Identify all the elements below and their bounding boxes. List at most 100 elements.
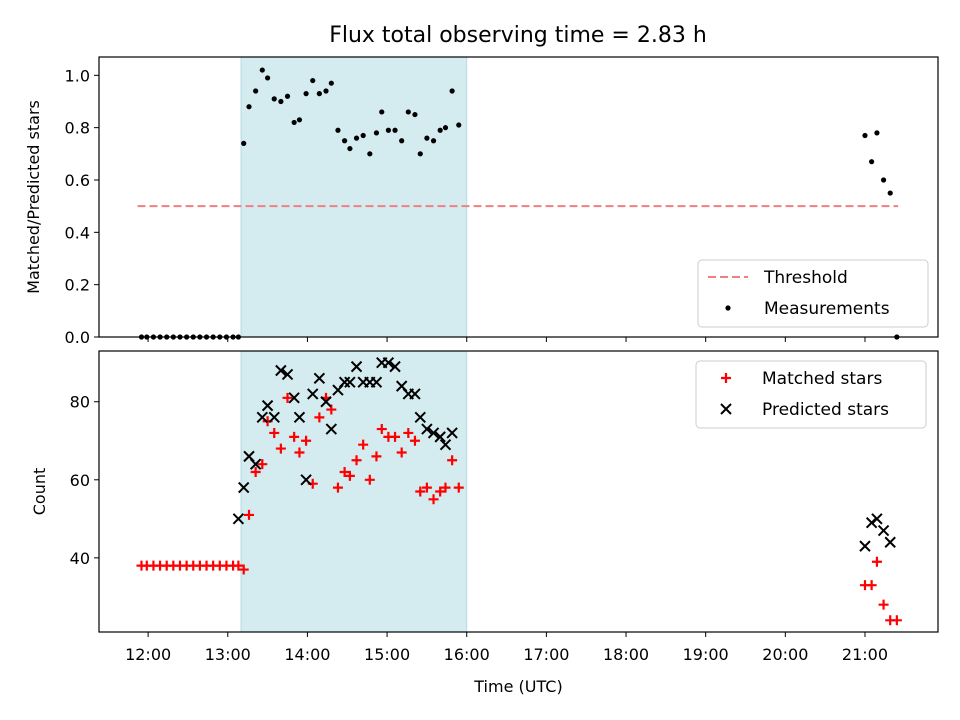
matched-star-point (289, 431, 300, 442)
measurement-point (341, 138, 348, 144)
xtick-label: 16:00 (444, 645, 490, 664)
measurement-point (278, 98, 284, 105)
matched-star-point (415, 486, 426, 497)
legend-measurement-swatch (725, 305, 731, 311)
bottom-ytick-label: 40 (70, 549, 90, 568)
predicted-star-point (859, 540, 871, 552)
predicted-star-point (325, 423, 338, 435)
legend-label: Predicted stars (762, 400, 889, 420)
top-series-0 (138, 67, 900, 340)
measurement-point (373, 130, 380, 136)
top-shaded-span (240, 56, 468, 338)
predicted-star-point (237, 481, 250, 494)
measurement-point (399, 138, 405, 144)
matched-star-point (435, 486, 446, 497)
measurement-point (367, 151, 373, 157)
matched-star-point (440, 482, 451, 493)
predicted-star-point (370, 376, 383, 388)
measurement-point (353, 135, 360, 141)
measurement-point (335, 127, 341, 133)
legend-label: Measurements (764, 299, 890, 319)
measurement-point (259, 67, 265, 73)
legend-label: Matched stars (762, 369, 882, 389)
top-legend: Threshold Measurements (697, 259, 929, 328)
measurement-point (310, 77, 316, 84)
measurement-point (442, 125, 449, 131)
top-ytick-label: 0.6 (65, 171, 90, 190)
predicted-star-point (313, 372, 326, 385)
predicted-star-point (871, 513, 883, 525)
matched-star-point (332, 482, 343, 493)
xtick-label: 20:00 (762, 645, 808, 664)
legend-box (697, 259, 929, 328)
predicted-star-point (261, 399, 274, 412)
measurement-point (347, 145, 353, 152)
matched-star-point (409, 435, 420, 446)
predicted-star-point (439, 438, 452, 451)
measurement-point (449, 88, 455, 94)
predicted-star-point (268, 411, 280, 424)
measurement-point (271, 96, 277, 102)
bottom-axes-frame (98, 350, 939, 633)
legend-box (695, 360, 927, 429)
predicted-star-point (414, 411, 426, 424)
predicted-star-point (275, 364, 287, 377)
top-ytick-label: 0.4 (65, 223, 90, 242)
xtick-label: 14:00 (284, 645, 330, 664)
matched-star-point (403, 427, 414, 438)
matched-star-point (871, 556, 882, 567)
predicted-star-point (320, 396, 332, 408)
matched-star-point (358, 439, 369, 450)
top-ytick-label: 0.0 (65, 328, 90, 347)
matched-star-point (878, 599, 889, 610)
top-ytick-label: 0.2 (65, 276, 90, 295)
measurement-point (880, 177, 887, 183)
top-axes-frame (98, 56, 939, 338)
bottom-shaded-span (240, 350, 468, 633)
matched-star-point (244, 509, 255, 520)
matched-star-point (250, 466, 261, 477)
matched-star-point (428, 494, 439, 505)
predicted-star-point (256, 411, 268, 424)
predicted-star-point (409, 388, 421, 400)
predicted-star-point (350, 360, 363, 373)
predicted-star-point (884, 536, 896, 548)
matched-star-point (364, 474, 375, 485)
matched-star-point (891, 615, 902, 626)
predicted-star-point (877, 524, 890, 537)
predicted-star-point (249, 458, 262, 470)
measurement-point (291, 119, 297, 126)
bottom-ylabel: Count (30, 468, 49, 516)
predicted-star-point (421, 423, 433, 435)
predicted-star-point (344, 376, 356, 388)
predicted-star-point (232, 513, 245, 525)
measurement-point (874, 130, 880, 136)
xlabel: Time (UTC) (473, 677, 562, 696)
bottom-ytick-label: 60 (70, 471, 90, 490)
measurement-point (405, 109, 411, 115)
matched-star-point (371, 451, 382, 462)
bottom-panel: 40 60 80 12:00 13:00 14:00 15:00 16:00 17:00 18:0… (30, 350, 939, 696)
matched-star-point (421, 482, 432, 493)
bottom-legend: Matched stars Predicted stars (695, 360, 927, 429)
predicted-star-point (293, 411, 306, 424)
bottom-series-1 (232, 357, 896, 552)
measurement-point (424, 135, 430, 141)
legend-label: Threshold (763, 268, 848, 288)
predicted-star-point (427, 427, 440, 439)
measurement-point (385, 127, 392, 133)
top-ytick-label: 0.8 (65, 119, 90, 138)
measurement-point (241, 140, 247, 146)
matched-star-point (269, 427, 280, 438)
predicted-star-point (281, 368, 294, 381)
measurement-point (246, 104, 252, 110)
measurement-point (264, 75, 271, 81)
matched-star-point (453, 482, 464, 493)
matched-star-point (390, 431, 401, 442)
matched-star-point (257, 459, 268, 470)
matched-star-point (344, 470, 355, 481)
legend-matched-swatch (721, 373, 731, 383)
legend-predicted-swatch (720, 403, 732, 415)
predicted-star-point (389, 360, 401, 373)
